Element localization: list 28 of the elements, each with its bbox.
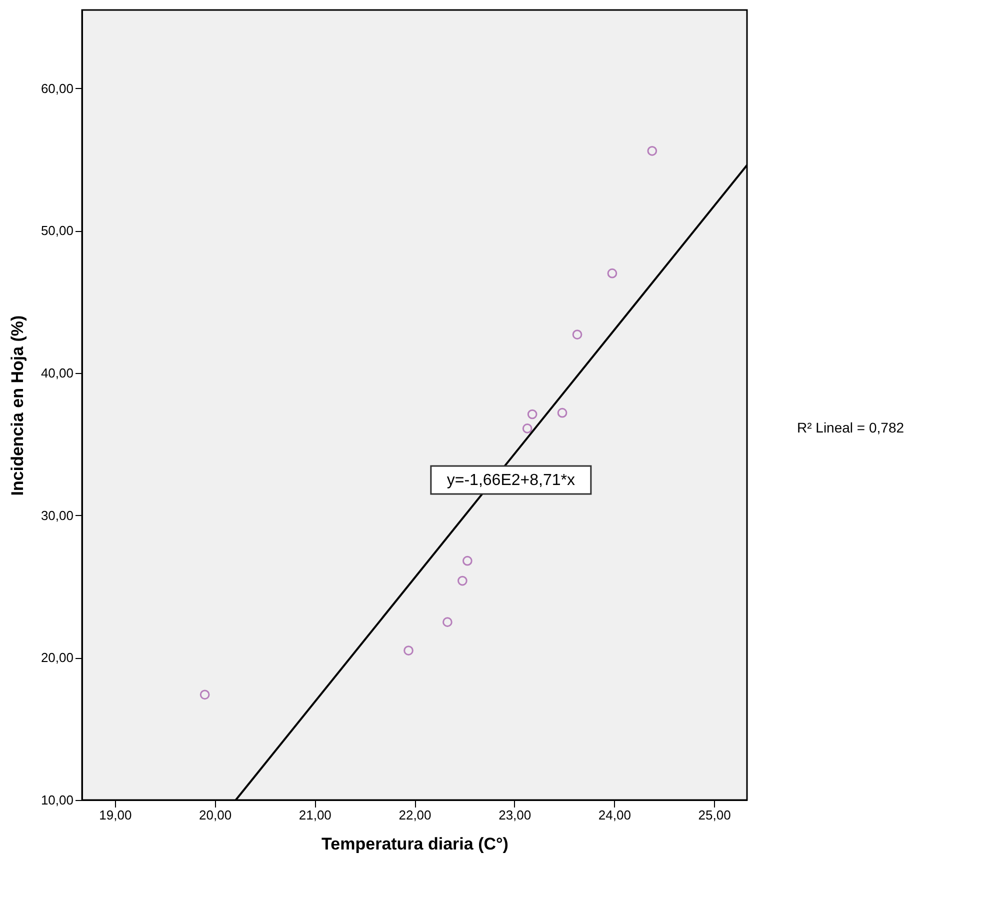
x-tick-label: 19,00: [99, 808, 132, 822]
x-tick-label: 23,00: [498, 808, 532, 822]
y-tick-label: 10,00: [40, 792, 74, 808]
x-axis-title: Temperatura diaria (C°): [322, 834, 508, 854]
y-tick-label: 50,00: [40, 223, 74, 238]
x-tick-label: 20,00: [199, 808, 232, 822]
annotation: y=-1,66E2+8,71*x: [446, 472, 575, 490]
y-tick-label: 30,00: [40, 508, 74, 523]
point: [457, 576, 468, 586]
point: [557, 408, 568, 418]
y-tick-label: 40,00: [40, 365, 74, 380]
x-tick-label: 21,00: [298, 808, 332, 822]
point: [647, 146, 658, 156]
x-tick-label: 24,00: [598, 808, 631, 822]
x-tick-label: 25,00: [698, 808, 731, 822]
text: R² Lineal = 0,782: [797, 420, 904, 436]
x-tick-label: 22,00: [398, 808, 432, 822]
point: [404, 646, 414, 656]
point: [527, 409, 538, 420]
point: [200, 690, 210, 700]
y-axis-title: Incidencia en Hoja (%): [8, 315, 27, 496]
y-tick-label: 60,00: [40, 80, 74, 96]
point: [522, 424, 532, 434]
point: [462, 556, 472, 566]
point: [607, 268, 618, 278]
point: [572, 330, 582, 340]
y-tick-label: 20,00: [40, 650, 74, 666]
point: [442, 617, 452, 627]
